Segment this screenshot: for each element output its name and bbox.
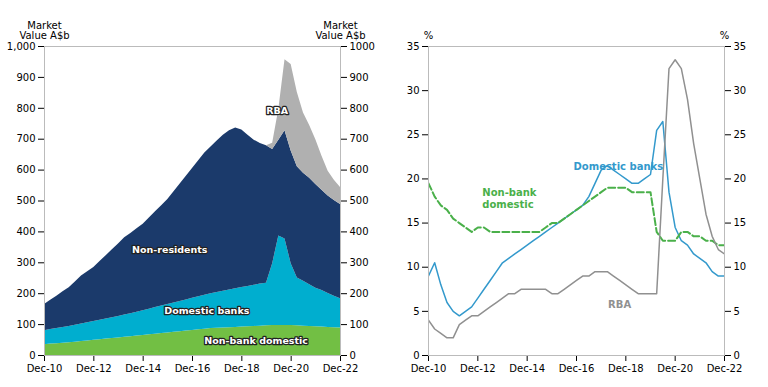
svg-text:Dec-16: Dec-16 xyxy=(559,363,595,374)
svg-text:Non-residents: Non-residents xyxy=(132,244,208,255)
svg-text:20: 20 xyxy=(407,173,420,184)
svg-text:25: 25 xyxy=(407,129,420,140)
svg-text:RBA: RBA xyxy=(608,299,631,310)
svg-text:35: 35 xyxy=(734,41,747,52)
svg-text:700: 700 xyxy=(350,133,369,144)
svg-text:1,000: 1,000 xyxy=(7,41,36,52)
svg-text:600: 600 xyxy=(16,164,35,175)
svg-text:10: 10 xyxy=(734,261,747,272)
svg-text:100: 100 xyxy=(350,319,369,330)
svg-text:700: 700 xyxy=(16,133,35,144)
svg-text:Domestic banks: Domestic banks xyxy=(574,161,664,172)
svg-text:Non-bank domestic: Non-bank domestic xyxy=(204,335,308,346)
svg-text:Non-bankdomestic: Non-bankdomestic xyxy=(482,187,537,210)
svg-text:1000: 1000 xyxy=(350,41,375,52)
svg-text:Dec-22: Dec-22 xyxy=(707,363,743,374)
svg-text:Dec-20: Dec-20 xyxy=(273,363,309,374)
svg-text:Dec-10: Dec-10 xyxy=(27,363,63,374)
svg-text:Dec-10: Dec-10 xyxy=(411,363,447,374)
svg-text:400: 400 xyxy=(16,226,35,237)
svg-text:30: 30 xyxy=(734,85,747,96)
svg-text:800: 800 xyxy=(16,103,35,114)
svg-text:5: 5 xyxy=(734,306,740,317)
svg-text:Dec-12: Dec-12 xyxy=(76,363,112,374)
svg-text:900: 900 xyxy=(350,72,369,83)
svg-text:Dec-18: Dec-18 xyxy=(608,363,644,374)
svg-text:RBA: RBA xyxy=(266,105,289,116)
svg-text:Dec-16: Dec-16 xyxy=(175,363,211,374)
svg-text:800: 800 xyxy=(350,103,369,114)
svg-text:0: 0 xyxy=(734,350,740,361)
svg-text:Dec-14: Dec-14 xyxy=(125,363,161,374)
svg-text:300: 300 xyxy=(350,257,369,268)
svg-text:100: 100 xyxy=(16,319,35,330)
svg-text:600: 600 xyxy=(350,164,369,175)
svg-text:200: 200 xyxy=(350,288,369,299)
svg-text:500: 500 xyxy=(16,195,35,206)
svg-text:400: 400 xyxy=(350,226,369,237)
svg-text:5: 5 xyxy=(413,306,419,317)
svg-text:200: 200 xyxy=(16,288,35,299)
svg-text:0: 0 xyxy=(29,350,35,361)
svg-text:0: 0 xyxy=(350,350,356,361)
svg-text:Domestic banks: Domestic banks xyxy=(164,305,249,316)
svg-text:Dec-14: Dec-14 xyxy=(509,363,545,374)
svg-text:MarketValue A$b: MarketValue A$b xyxy=(315,20,365,41)
svg-text:Dec-18: Dec-18 xyxy=(224,363,260,374)
svg-text:25: 25 xyxy=(734,129,747,140)
svg-text:10: 10 xyxy=(407,261,420,272)
svg-text:500: 500 xyxy=(350,195,369,206)
svg-text:300: 300 xyxy=(16,257,35,268)
svg-text:Dec-12: Dec-12 xyxy=(460,363,496,374)
svg-text:900: 900 xyxy=(16,72,35,83)
svg-text:35: 35 xyxy=(407,41,420,52)
svg-text:Dec-22: Dec-22 xyxy=(323,363,359,374)
svg-text:0: 0 xyxy=(413,350,419,361)
svg-text:15: 15 xyxy=(407,217,420,228)
svg-text:%: % xyxy=(720,30,730,41)
svg-text:15: 15 xyxy=(734,217,747,228)
svg-text:20: 20 xyxy=(734,173,747,184)
svg-text:MarketValue A$b: MarketValue A$b xyxy=(19,20,69,41)
svg-text:%: % xyxy=(424,30,434,41)
svg-text:30: 30 xyxy=(407,85,420,96)
svg-text:Dec-20: Dec-20 xyxy=(657,363,693,374)
